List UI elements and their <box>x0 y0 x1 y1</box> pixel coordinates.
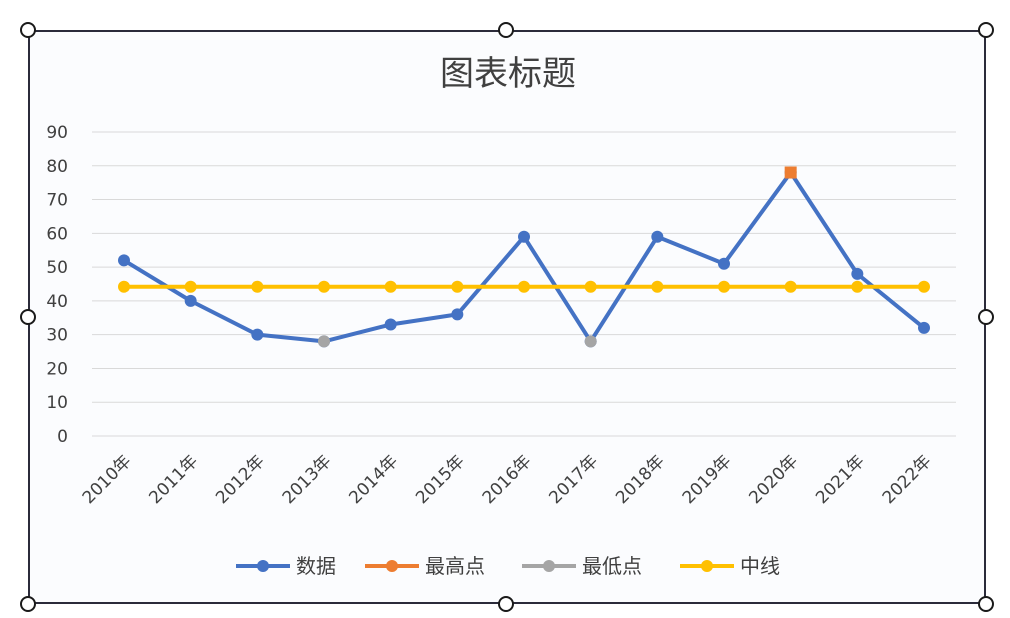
legend-swatch-marker <box>386 560 398 572</box>
data-point[interactable] <box>718 257 730 270</box>
data-point[interactable] <box>184 294 197 307</box>
y-tick-label: 60 <box>46 224 68 244</box>
data-point[interactable] <box>318 280 330 293</box>
legend-item-中线[interactable]: 中线 <box>680 554 780 578</box>
y-tick-label: 50 <box>46 258 68 278</box>
data-point[interactable] <box>118 254 130 267</box>
series-中线[interactable] <box>118 280 930 293</box>
resize-handle-bottom-center[interactable] <box>498 596 514 612</box>
data-point[interactable] <box>184 280 197 293</box>
legend-label: 最低点 <box>582 554 642 578</box>
data-point[interactable] <box>584 280 597 293</box>
legend-label: 数据 <box>296 554 336 578</box>
x-tick-label: 2020年 <box>745 451 802 508</box>
y-tick-label: 20 <box>46 359 68 379</box>
data-point[interactable] <box>784 280 797 293</box>
x-tick-label: 2017年 <box>545 451 602 508</box>
data-point[interactable] <box>384 318 397 331</box>
x-tick-label: 2015年 <box>412 451 469 508</box>
y-tick-label: 80 <box>46 157 68 177</box>
chart-title[interactable]: 图表标题 <box>440 54 576 94</box>
data-point[interactable] <box>851 267 864 280</box>
x-tick-label: 2011年 <box>145 451 202 508</box>
data-point[interactable] <box>251 280 264 293</box>
resize-handle-top-right[interactable] <box>978 22 994 38</box>
y-tick-label: 40 <box>46 292 68 312</box>
series-line[interactable] <box>122 170 926 344</box>
data-point[interactable] <box>318 335 330 348</box>
data-point[interactable] <box>718 280 730 293</box>
resize-handle-bottom-left[interactable] <box>20 596 36 612</box>
data-point[interactable] <box>918 321 930 334</box>
data-point[interactable] <box>784 166 797 179</box>
data-point[interactable] <box>518 280 530 293</box>
legend-swatch-marker <box>257 560 269 572</box>
data-point[interactable] <box>918 280 930 293</box>
resize-handle-middle-left[interactable] <box>20 309 36 325</box>
resize-handle-top-center[interactable] <box>498 22 514 38</box>
series-最高点[interactable] <box>784 166 797 179</box>
x-tick-label: 2019年 <box>679 451 736 508</box>
y-tick-label: 90 <box>46 123 68 143</box>
series-最低点[interactable] <box>318 335 597 348</box>
legend-swatch-marker <box>701 560 713 572</box>
chart-area[interactable] <box>28 30 986 604</box>
legend-label: 最高点 <box>425 554 485 578</box>
legend-item-数据[interactable]: 数据 <box>236 554 336 578</box>
data-point[interactable] <box>584 335 597 348</box>
data-point[interactable] <box>518 230 530 243</box>
y-tick-label: 70 <box>46 191 68 211</box>
resize-handle-top-left[interactable] <box>20 22 36 38</box>
x-tick-label: 2010年 <box>79 451 136 508</box>
legend-item-最低点[interactable]: 最低点 <box>522 554 642 578</box>
resize-handle-middle-right[interactable] <box>978 309 994 325</box>
data-point[interactable] <box>118 280 130 293</box>
data-point[interactable] <box>851 280 864 293</box>
data-point[interactable] <box>451 280 464 293</box>
resize-handle-bottom-right[interactable] <box>978 596 994 612</box>
x-tick-label: 2016年 <box>479 451 536 508</box>
y-tick-label: 0 <box>57 427 68 447</box>
x-tick-label: 2022年 <box>879 451 936 508</box>
legend-swatch-marker <box>543 560 555 572</box>
series-数据[interactable] <box>118 166 930 348</box>
legend-item-最高点[interactable]: 最高点 <box>365 554 485 578</box>
y-tick-label: 10 <box>46 393 68 413</box>
data-point[interactable] <box>651 280 664 293</box>
x-tick-label: 2014年 <box>345 451 402 508</box>
x-tick-label: 2021年 <box>812 451 869 508</box>
y-tick-label: 30 <box>46 326 68 346</box>
data-point[interactable] <box>384 280 397 293</box>
data-point[interactable] <box>251 328 264 341</box>
data-point[interactable] <box>651 230 664 243</box>
x-tick-label: 2018年 <box>612 451 669 508</box>
data-point[interactable] <box>451 308 464 321</box>
x-tick-label: 2012年 <box>212 451 269 508</box>
x-tick-label: 2013年 <box>279 451 336 508</box>
legend-label: 中线 <box>740 554 780 578</box>
